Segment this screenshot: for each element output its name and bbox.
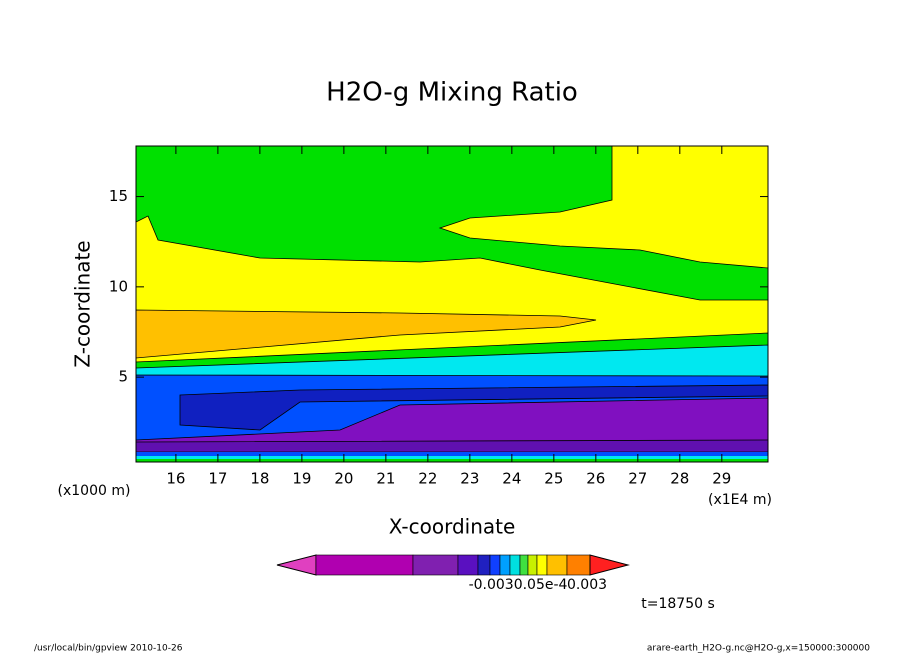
- plot-frame: [135, 145, 769, 463]
- x-tick-label: 18: [250, 470, 269, 488]
- time-label: t=18750 s: [641, 596, 715, 612]
- x-tick-label: 23: [460, 470, 479, 488]
- x-unit: (x1E4 m): [708, 492, 772, 508]
- colorbar-segment: [412, 554, 459, 576]
- x-tick-label: 27: [628, 470, 647, 488]
- y-unit: (x1000 m): [58, 483, 131, 499]
- x-tick-label: 26: [586, 470, 605, 488]
- x-tick-label: 20: [334, 470, 353, 488]
- x-tick-label: 21: [376, 470, 395, 488]
- colorbar-segment: [566, 554, 591, 576]
- chart-title: H2O-g Mixing Ratio: [326, 78, 578, 108]
- colorbar-segment: [519, 554, 529, 576]
- y-tick-label: 10: [109, 277, 128, 295]
- y-tick-label: 5: [118, 368, 128, 386]
- colorbar-segment: [489, 554, 501, 576]
- colorbar-segment: [509, 554, 521, 576]
- contour-region: [136, 456, 768, 459]
- x-axis-label: X-coordinate: [389, 515, 516, 539]
- colorbar-label: -0.0030.05e-4: [469, 577, 568, 593]
- contour-region: [179, 384, 769, 431]
- colorbar-segment: [457, 554, 479, 576]
- x-tick-label: 24: [502, 470, 521, 488]
- y-tick-label: 15: [109, 187, 128, 205]
- x-tick-label: 28: [670, 470, 689, 488]
- colorbar-end: [276, 554, 317, 576]
- x-tick-label: 16: [166, 470, 185, 488]
- footer-right: arare-earth_H2O-g.nc@H2O-g,x=150000:3000…: [647, 644, 870, 654]
- colorbar-label: 0.003: [567, 577, 607, 593]
- x-tick-label: 19: [292, 470, 311, 488]
- x-tick-label: 29: [712, 470, 731, 488]
- x-tick-label: 22: [418, 470, 437, 488]
- contour-region: [136, 459, 768, 462]
- colorbar: [276, 554, 630, 576]
- colorbar-segment: [477, 554, 491, 576]
- colorbar-end: [589, 554, 630, 576]
- contour-field: [135, 145, 769, 463]
- contour-region: [136, 452, 768, 456]
- y-axis-label: Z-coordinate: [71, 240, 95, 367]
- colorbar-segment: [536, 554, 548, 576]
- contour-region: [135, 309, 597, 359]
- x-tick-label: 17: [208, 470, 227, 488]
- x-tick-label: 25: [544, 470, 563, 488]
- colorbar-segment: [527, 554, 538, 576]
- colorbar-segment: [499, 554, 511, 576]
- colorbar-segment: [315, 554, 414, 576]
- footer-left: /usr/local/bin/gpview 2010-10-26: [34, 644, 183, 654]
- contour-region: [135, 439, 769, 453]
- colorbar-segment: [546, 554, 568, 576]
